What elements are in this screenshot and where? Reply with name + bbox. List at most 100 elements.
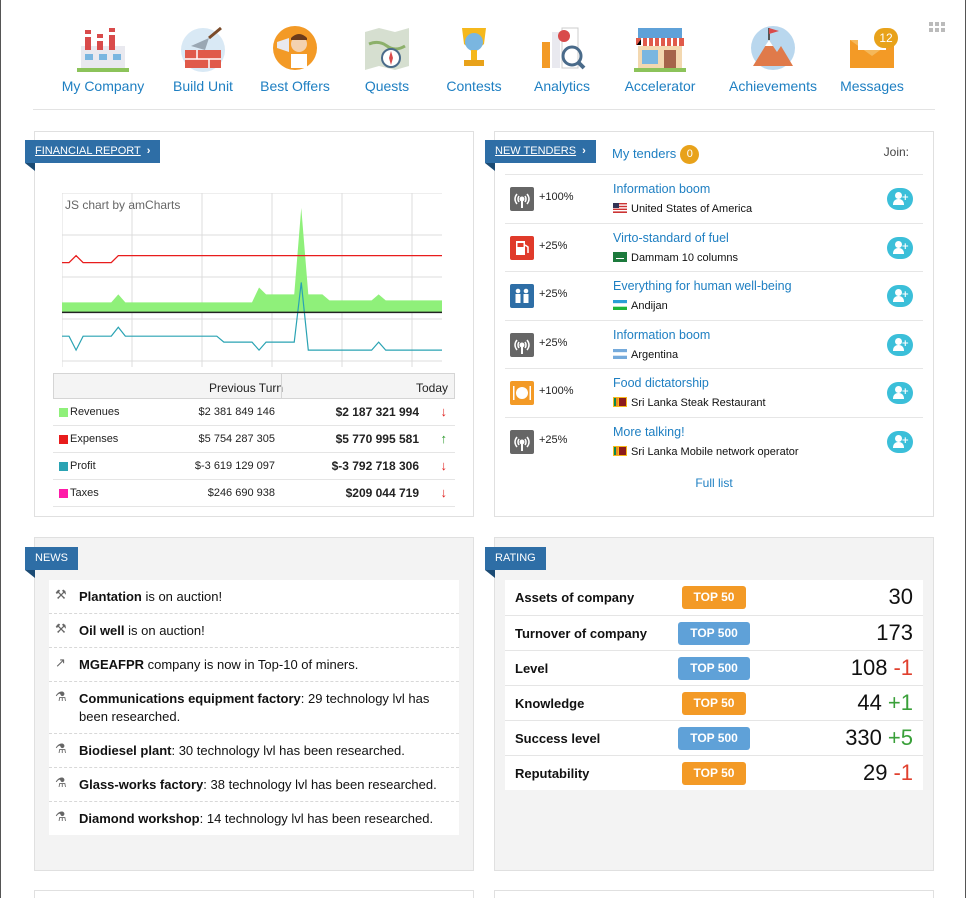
news-text: : 38 technology lvl has been researched. (203, 777, 437, 792)
rating-title: RATING (485, 547, 546, 578)
lower-panel-right (494, 890, 934, 898)
tender-percent: +100% (539, 191, 574, 203)
rating-delta: +5 (887, 725, 913, 750)
rating-top-badge[interactable]: TOP 50 (682, 692, 746, 715)
arrow-down-icon: ↓ (440, 404, 448, 419)
nav-best-offers[interactable]: Best Offers (260, 24, 330, 94)
join-tender-button[interactable]: + (887, 188, 913, 210)
saudi-flag-icon (613, 251, 627, 262)
news-subject[interactable]: Plantation (79, 589, 142, 604)
my-tenders-tab[interactable]: My tenders 0 (612, 145, 700, 164)
legend-swatch (59, 462, 68, 471)
tender-row: +25% Everything for human well-being Andij… (505, 271, 923, 320)
financial-row-name: Expenses (70, 433, 119, 445)
chart-credit[interactable]: JS chart by amCharts (65, 198, 181, 212)
nav-my-company[interactable]: My Company (61, 24, 145, 94)
tender-name-link[interactable]: Information boom (613, 182, 711, 196)
radio-tower-icon (510, 187, 534, 211)
join-tender-button[interactable]: + (887, 236, 913, 259)
nav-messages[interactable]: 12 Messages (840, 24, 904, 94)
rating-name: Knowledge (515, 696, 585, 711)
nav-achievements[interactable]: Achievements (725, 24, 821, 94)
arrow-down-icon: ↓ (440, 485, 448, 500)
rating-top-badge[interactable]: TOP 50 (682, 762, 746, 785)
rating-top-badge[interactable]: TOP 500 (678, 727, 750, 750)
rating-row: Success level TOP 500 330 +5 (505, 720, 923, 755)
tender-percent: +25% (539, 336, 568, 349)
food-plate-icon (510, 381, 534, 405)
rating-value: 330 (845, 725, 882, 750)
news-subject[interactable]: Biodiesel plant (79, 743, 172, 758)
rating-name: Assets of company (515, 590, 635, 605)
tender-location-text: United States of America (631, 203, 753, 215)
full-list-link[interactable]: Full list (695, 476, 733, 490)
news-subject[interactable]: Glass-works factory (79, 777, 204, 792)
news-text: is on auction! (141, 589, 223, 604)
rating-delta: +1 (887, 690, 913, 715)
legend-swatch (59, 408, 68, 417)
financial-row-today: $209 044 719 (345, 486, 419, 500)
tender-location: Andijan (613, 300, 668, 312)
join-tender-button[interactable]: + (887, 382, 913, 404)
tender-name-link[interactable]: Food dictatorship (613, 376, 709, 390)
rating-top-badge[interactable]: TOP 500 (678, 657, 750, 680)
news-subject[interactable]: MGEAFPR (79, 657, 144, 672)
news-subject[interactable]: Communications equipment factory (79, 691, 301, 706)
tender-location-text: Sri Lanka Steak Restaurant (631, 397, 766, 409)
flask-icon: ⚗ (55, 689, 67, 704)
nav-accelerator[interactable]: Accelerator (624, 24, 696, 94)
srilanka-flag-icon (613, 445, 627, 456)
tender-name-link[interactable]: More talking! (613, 424, 685, 439)
trophy-icon (446, 24, 502, 74)
hammer-icon: ⚒ (55, 621, 67, 636)
arrow-down-icon: ↓ (440, 458, 448, 473)
rating-row: Reputability TOP 50 29 -1 (505, 755, 923, 790)
rating-delta: -1 (893, 760, 913, 785)
nav-analytics[interactable]: Analytics (531, 24, 593, 94)
news-text: is on auction! (124, 623, 205, 638)
join-tender-button[interactable]: + (887, 333, 913, 356)
nav-contests[interactable]: Contests (443, 24, 505, 94)
join-tender-button[interactable]: + (887, 285, 913, 307)
apps-grid-icon[interactable] (929, 22, 947, 36)
join-label: Join: (883, 145, 909, 159)
tender-percent: +100% (539, 385, 574, 397)
people-icon (510, 284, 534, 308)
news-item: ⚒ Plantation is on auction! (49, 580, 459, 613)
lower-panel-left (34, 890, 474, 898)
arrow-up-icon: ↗ (55, 655, 66, 670)
rating-top-badge[interactable]: TOP 50 (682, 586, 746, 609)
financial-row-previous: $2 381 849 146 (198, 406, 275, 418)
tender-row: +25% Information boom Argentina + (505, 319, 923, 369)
analytics-magnifier-icon (534, 24, 590, 74)
tender-name-link[interactable]: Information boom (613, 327, 711, 342)
us-flag-icon (613, 203, 627, 213)
news-subject[interactable]: Diamond workshop (79, 811, 200, 826)
new-tenders-link[interactable]: NEW TENDERS › (485, 140, 596, 171)
tender-row: +25% More talking! Sri Lanka Mobile networ… (505, 416, 923, 466)
news-item: ⚗ Glass-works factory: 38 technology lvl … (49, 767, 459, 801)
rating-panel: RATING Assets of company TOP 50 30 Turnover… (485, 537, 934, 871)
financial-chart (62, 193, 442, 367)
news-subject[interactable]: Oil well (79, 623, 125, 638)
rating-top-badge[interactable]: TOP 500 (678, 622, 750, 645)
financial-report-link[interactable]: FINANCIAL REPORT › (25, 140, 161, 171)
top-navigation: My Company Build Unit (33, 0, 935, 110)
nav-label: Analytics (533, 78, 591, 94)
financial-row-name: Revenues (70, 406, 120, 418)
nav-label: Accelerator (624, 78, 696, 94)
rating-value-group: 108 -1 (851, 655, 913, 681)
radio-tower-icon (510, 332, 534, 357)
tender-name-link[interactable]: Everything for human well-being (613, 279, 792, 293)
rating-name: Reputability (515, 766, 590, 781)
rating-value: 44 (857, 690, 882, 715)
rating-row: Knowledge TOP 50 44 +1 (505, 685, 923, 720)
chevron-right-icon: › (582, 145, 586, 157)
nav-quests[interactable]: Quests (359, 24, 415, 94)
financial-row-today: $5 770 995 581 (335, 432, 419, 446)
nav-build-unit[interactable]: Build Unit (173, 24, 233, 94)
map-compass-icon (359, 24, 415, 74)
plus-icon: + (901, 435, 909, 446)
join-tender-button[interactable]: + (887, 430, 913, 453)
tender-name-link[interactable]: Virto-standard of fuel (613, 230, 729, 245)
